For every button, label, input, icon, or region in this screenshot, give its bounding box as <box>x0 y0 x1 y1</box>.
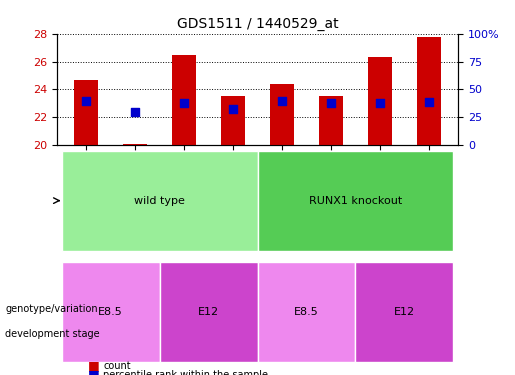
Text: E8.5: E8.5 <box>294 307 319 317</box>
Text: E12: E12 <box>394 307 415 317</box>
Text: RUNX1 knockout: RUNX1 knockout <box>309 196 402 206</box>
FancyBboxPatch shape <box>258 262 355 362</box>
Bar <box>172 55 196 145</box>
Text: E8.5: E8.5 <box>98 307 123 317</box>
Point <box>131 109 139 115</box>
Text: development stage: development stage <box>5 329 100 339</box>
Text: wild type: wild type <box>134 196 185 206</box>
Point <box>229 106 237 112</box>
Point <box>180 100 188 106</box>
Bar <box>221 96 245 145</box>
Point <box>82 98 90 104</box>
Point <box>278 98 286 104</box>
Text: ■: ■ <box>88 359 99 372</box>
Text: E12: E12 <box>198 307 219 317</box>
FancyBboxPatch shape <box>160 262 258 362</box>
FancyBboxPatch shape <box>355 262 453 362</box>
Bar <box>123 144 147 145</box>
Bar <box>319 96 343 145</box>
Bar <box>368 57 392 145</box>
Text: percentile rank within the sample: percentile rank within the sample <box>103 370 268 375</box>
Point <box>327 100 335 106</box>
FancyBboxPatch shape <box>258 150 453 251</box>
Point <box>376 100 384 106</box>
FancyBboxPatch shape <box>62 262 160 362</box>
FancyBboxPatch shape <box>62 150 258 251</box>
Point <box>425 99 433 105</box>
Bar <box>74 80 98 145</box>
Text: count: count <box>103 361 131 370</box>
Text: genotype/variation: genotype/variation <box>5 304 98 314</box>
Text: GDS1511 / 1440529_at: GDS1511 / 1440529_at <box>177 17 338 31</box>
Bar <box>417 36 441 145</box>
Bar <box>270 84 294 145</box>
Text: ■: ■ <box>88 369 99 375</box>
